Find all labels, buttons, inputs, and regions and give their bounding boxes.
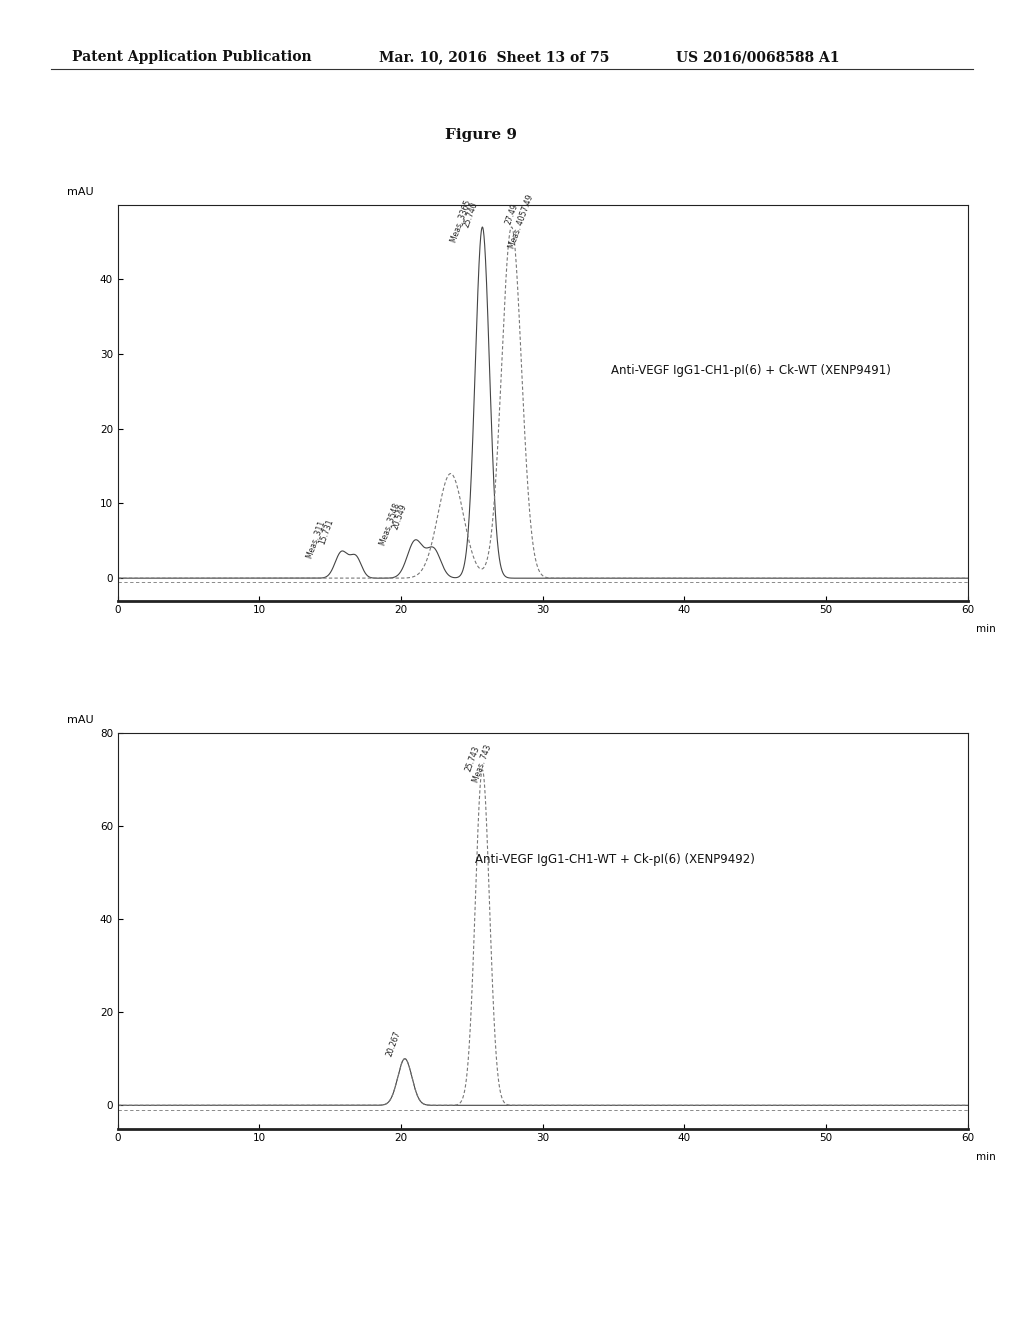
Text: 25.743: 25.743 (464, 744, 481, 774)
Text: Patent Application Publication: Patent Application Publication (72, 50, 311, 65)
Text: Meas. 4057.49: Meas. 4057.49 (508, 194, 536, 249)
Text: 27.49: 27.49 (504, 202, 519, 226)
Text: US 2016/0068588 A1: US 2016/0068588 A1 (676, 50, 840, 65)
Text: 25.740: 25.740 (462, 201, 480, 228)
Text: Meas. 311: Meas. 311 (305, 519, 327, 560)
Text: 20.267: 20.267 (385, 1030, 402, 1057)
Text: min: min (976, 1152, 996, 1163)
Text: min: min (976, 624, 996, 635)
Text: 20.549: 20.549 (391, 503, 409, 531)
Text: Anti-VEGF IgG1-CH1-WT + Ck-pI(6) (XENP9492): Anti-VEGF IgG1-CH1-WT + Ck-pI(6) (XENP94… (475, 853, 755, 866)
Text: Meas. 743: Meas. 743 (471, 743, 494, 784)
Text: 15.731: 15.731 (317, 517, 335, 545)
Text: Anti-VEGF IgG1-CH1-pI(6) + Ck-WT (XENP9491): Anti-VEGF IgG1-CH1-pI(6) + Ck-WT (XENP94… (610, 364, 891, 378)
Text: mAU: mAU (67, 714, 93, 725)
Text: Figure 9: Figure 9 (445, 128, 517, 141)
Text: Meas. 3365: Meas. 3365 (450, 199, 473, 244)
Text: mAU: mAU (67, 186, 93, 197)
Text: Mar. 10, 2016  Sheet 13 of 75: Mar. 10, 2016 Sheet 13 of 75 (379, 50, 609, 65)
Text: Meas. 3548: Meas. 3548 (378, 502, 401, 546)
